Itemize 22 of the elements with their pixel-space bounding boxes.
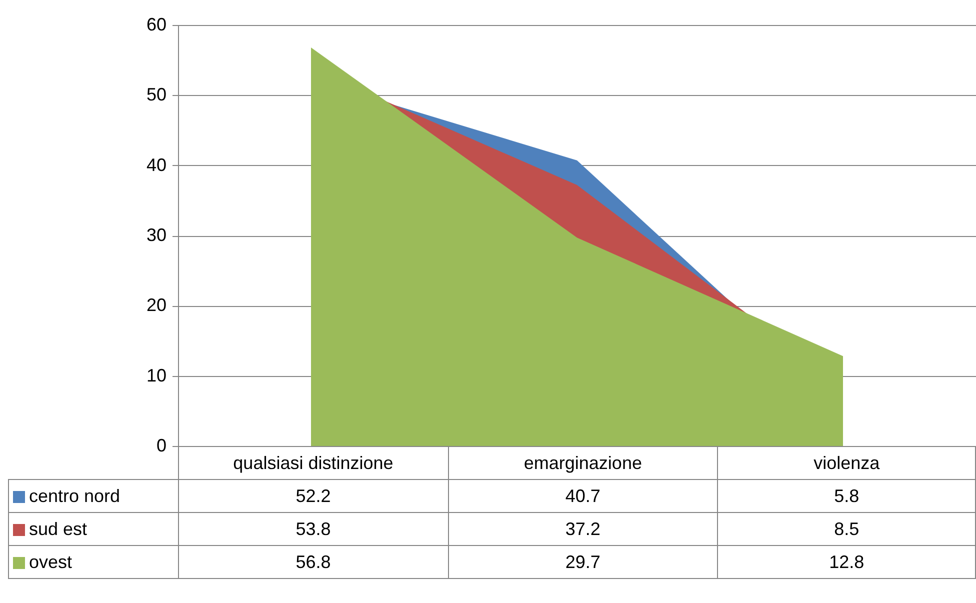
data-label: 12.8 xyxy=(718,546,976,578)
legend-label: sud est xyxy=(8,512,178,546)
y-tick-label: 20 xyxy=(146,295,166,316)
x-tick-label: violenza xyxy=(718,446,976,480)
data-label: 56.8 xyxy=(178,546,448,578)
data-label: 37.2 xyxy=(448,512,718,546)
data-label: 52.2 xyxy=(178,480,448,512)
data-label: 40.7 xyxy=(448,480,718,512)
data-label: 53.8 xyxy=(178,512,448,546)
legend-label: centro nord xyxy=(8,480,178,512)
y-tick-label: 60 xyxy=(146,14,166,34)
x-tick-label: qualsiasi distinzione xyxy=(178,446,448,480)
y-tick-label: 40 xyxy=(146,154,166,175)
y-tick-label: 10 xyxy=(146,365,166,386)
data-label: 8.5 xyxy=(718,512,976,546)
legend-label: ovest xyxy=(8,546,178,578)
y-tick-label: 30 xyxy=(146,225,166,245)
x-tick-label: emarginazione xyxy=(448,446,718,480)
data-label: 29.7 xyxy=(448,546,718,578)
data-label: 5.8 xyxy=(718,480,976,512)
y-tick-label: 0 xyxy=(156,436,166,456)
y-tick-label: 50 xyxy=(146,84,166,105)
